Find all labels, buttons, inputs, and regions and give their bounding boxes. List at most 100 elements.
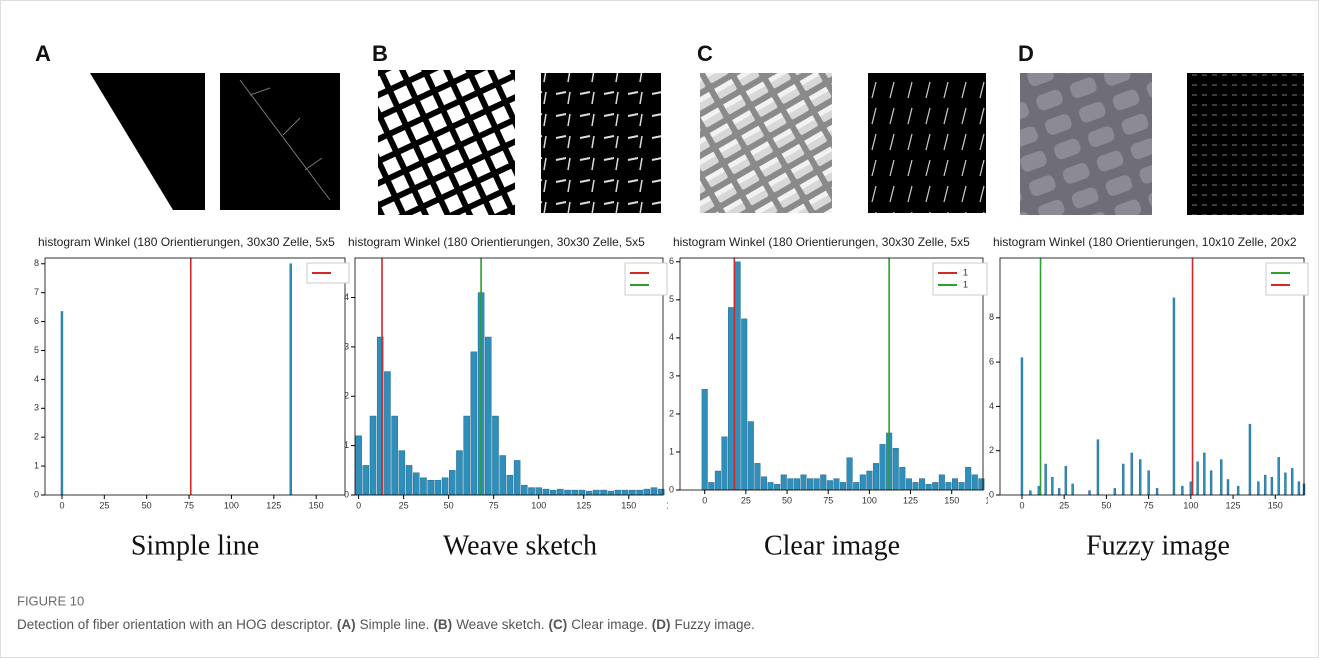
panel-caption: Simple line	[131, 530, 259, 561]
histogram: histogram Winkel (180 Orientierungen, 10…	[989, 235, 1309, 510]
y-tick-label: 2	[344, 391, 349, 401]
bar	[932, 482, 939, 491]
bar	[1236, 485, 1240, 496]
image-line	[90, 73, 205, 210]
bar	[840, 482, 847, 491]
legend-label: 1	[963, 279, 968, 289]
x-tick-label: 75	[184, 500, 194, 510]
bar	[607, 490, 615, 496]
bar	[892, 447, 899, 491]
bar	[621, 489, 629, 496]
bar	[1284, 472, 1287, 496]
histogram-title: histogram Winkel (180 Orientierungen, 30…	[38, 235, 335, 249]
bar	[925, 484, 932, 491]
y-tick-label: 2	[669, 408, 674, 418]
x-tick-label: 75	[823, 495, 833, 505]
bar	[714, 470, 721, 491]
image-clear	[700, 73, 832, 213]
bar	[398, 450, 406, 496]
caption-part-label: (C)	[548, 617, 567, 632]
bar	[535, 487, 542, 496]
bar	[938, 474, 945, 491]
bar	[456, 450, 463, 496]
bar	[833, 478, 840, 491]
x-tick-label: 150	[309, 500, 324, 510]
x-tick-label: 100	[224, 500, 239, 510]
bar	[427, 479, 434, 496]
axes-frame	[999, 257, 1305, 496]
histogram-title: histogram Winkel (180 Orientierungen, 10…	[993, 235, 1297, 249]
caption-part-label: (D)	[652, 617, 671, 632]
bar	[1209, 470, 1213, 496]
bar	[643, 488, 651, 496]
bar	[872, 463, 879, 491]
bar	[708, 482, 715, 491]
y-tick-label: 2	[989, 445, 994, 455]
y-tick-label: 8	[34, 258, 39, 268]
histogram: histogram Winkel (180 Orientierungen, 30…	[669, 235, 988, 505]
bar	[492, 415, 499, 496]
bar	[434, 479, 442, 496]
x-tick-label: 0	[356, 500, 361, 510]
panel-letter: D	[1018, 41, 1034, 66]
x-tick-label: 0	[702, 495, 707, 505]
panel-caption: Fuzzy image	[1086, 530, 1230, 561]
bar	[650, 487, 658, 496]
bar	[965, 466, 972, 491]
bar	[774, 484, 781, 491]
panel-caption: Weave sketch	[443, 530, 597, 561]
bar	[384, 371, 391, 496]
bar	[780, 474, 787, 491]
x-tick-label: 50	[782, 495, 792, 505]
x-tick-label: 25	[99, 500, 109, 510]
y-tick-label: 1	[669, 446, 674, 456]
x-tick-label: 25	[1059, 500, 1069, 510]
figure-caption: Detection of fiber orientation with an H…	[17, 617, 755, 632]
bar	[557, 488, 564, 496]
bar	[614, 489, 622, 496]
axes-frame	[354, 257, 664, 496]
x-tick-label: 125	[903, 495, 918, 505]
bar	[1203, 452, 1206, 496]
bar	[1088, 490, 1091, 496]
bar	[741, 318, 748, 491]
bar	[629, 489, 636, 496]
x-tick-label: 75	[1144, 500, 1154, 510]
bar	[289, 263, 292, 496]
bar	[1189, 481, 1193, 496]
x-tick-label: 50	[1101, 500, 1111, 510]
bar	[506, 475, 514, 496]
bar	[1122, 463, 1125, 496]
bar	[1096, 439, 1100, 496]
bar	[1270, 477, 1274, 496]
bar	[1181, 485, 1184, 496]
bar	[760, 476, 767, 491]
panel-letter: B	[372, 41, 388, 66]
bar	[807, 478, 814, 491]
bar	[571, 489, 579, 496]
legend-label: 1	[963, 267, 968, 277]
y-tick-label: 6	[669, 256, 674, 266]
y-tick-label: 4	[34, 374, 39, 384]
bar	[721, 436, 728, 491]
caption-part-label: (A)	[337, 617, 356, 632]
x-tick-label: 100	[531, 500, 546, 510]
panel-letter: C	[697, 41, 713, 66]
y-tick-label: 1	[34, 460, 39, 470]
bar	[528, 487, 535, 496]
bar	[1196, 461, 1199, 496]
x-tick-label: 0	[59, 500, 64, 510]
bar	[879, 444, 886, 491]
x-tick-label: 50	[444, 500, 454, 510]
x-tick-label: 150	[1268, 500, 1283, 510]
x-tick-label: 150	[621, 500, 636, 510]
y-tick-label: 0	[344, 489, 349, 499]
bar	[1257, 481, 1260, 496]
bar	[793, 478, 800, 491]
figure-label: FIGURE 10	[17, 593, 84, 608]
bar	[549, 489, 557, 496]
bar	[485, 336, 492, 496]
y-tick-label: 3	[34, 403, 39, 413]
axes-frame	[44, 257, 346, 496]
y-tick-label: 3	[344, 341, 349, 351]
